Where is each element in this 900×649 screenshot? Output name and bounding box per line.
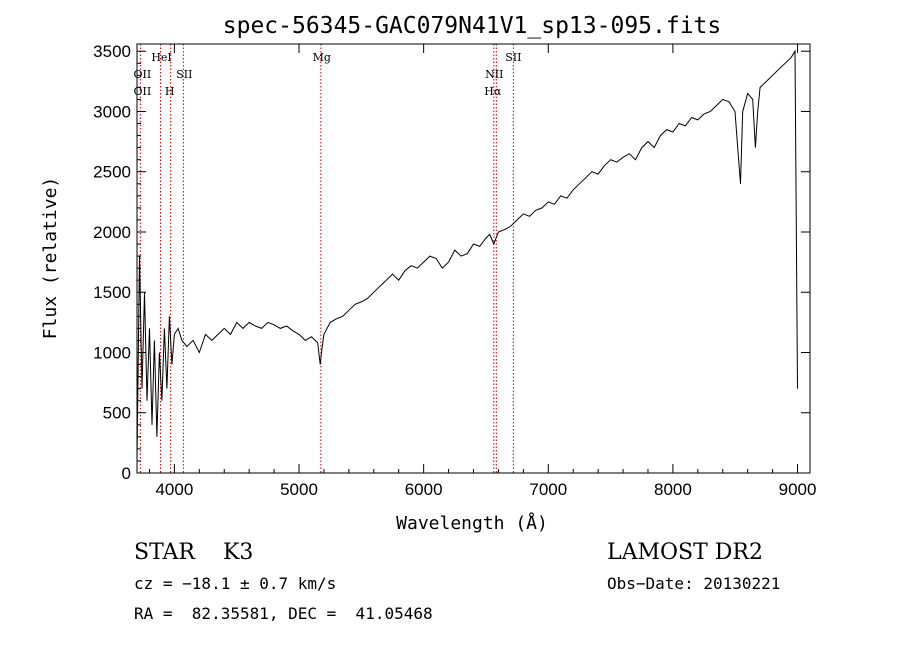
chart-title: spec-56345-GAC079N41V1_sp13-095.fits xyxy=(223,13,722,39)
x-tick-label: 8000 xyxy=(654,480,692,499)
y-tick-label: 2000 xyxy=(93,223,131,242)
line-marker-label: OII xyxy=(134,68,152,81)
line-marker-label: SII xyxy=(176,68,192,81)
y-tick-label: 2500 xyxy=(93,163,131,182)
x-axis: 4000 5000 6000 7000 8000 9000 xyxy=(148,44,817,499)
object-class: STAR K3 xyxy=(134,540,254,565)
x-tick-label: 6000 xyxy=(405,480,443,499)
y-tick-label: 3500 xyxy=(93,42,131,61)
y-axis: 0 500 1000 1500 2000 2500 3000 3500 xyxy=(93,42,810,483)
x-tick-label: 4000 xyxy=(155,480,193,499)
redshift-text: cz = −18.1 ± 0.7 km/s xyxy=(134,574,337,593)
line-marker-label: SII xyxy=(505,51,521,64)
obs-date-text: Obs−Date: 20130221 xyxy=(607,574,781,593)
y-tick-label: 1000 xyxy=(93,343,131,362)
coordinates-text: RA = 82.35581, DEC = 41.05468 xyxy=(134,604,433,623)
x-axis-label: Wavelength (Å) xyxy=(396,512,548,534)
line-marker-label: Hα xyxy=(484,85,502,98)
y-tick-label: 500 xyxy=(103,404,131,423)
spectrum-line xyxy=(136,49,798,461)
x-tick-label: 5000 xyxy=(280,480,318,499)
y-axis-label: Flux (relative) xyxy=(40,177,61,340)
y-tick-label: 1500 xyxy=(93,283,131,302)
line-marker-label: H xyxy=(165,85,175,98)
y-tick-label: 0 xyxy=(122,464,131,483)
y-tick-label: 3000 xyxy=(93,102,131,121)
line-marker-label: NII xyxy=(485,68,503,81)
x-tick-label: 9000 xyxy=(779,480,817,499)
x-tick-label: 7000 xyxy=(529,480,567,499)
survey-name: LAMOST DR2 xyxy=(607,540,763,565)
line-marker-label: OII xyxy=(134,85,152,98)
line-marker-label: Mg xyxy=(313,51,331,64)
plot-frame xyxy=(136,43,811,474)
line-marker-label: HeI xyxy=(151,51,171,64)
